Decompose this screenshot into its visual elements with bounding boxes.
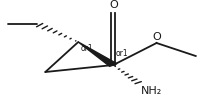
Text: NH₂: NH₂ (141, 86, 162, 96)
Polygon shape (78, 42, 117, 66)
Text: O: O (109, 0, 118, 10)
Text: or1: or1 (115, 50, 128, 58)
Text: or1: or1 (80, 44, 93, 54)
Text: O: O (152, 32, 161, 42)
